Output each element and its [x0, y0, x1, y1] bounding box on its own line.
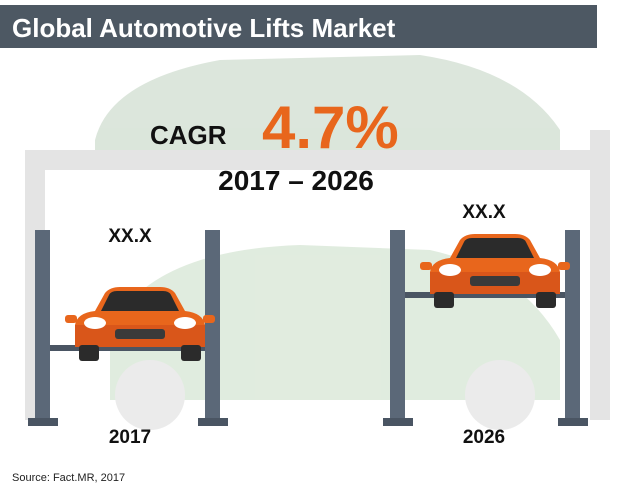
cagr-label: CAGR	[150, 120, 227, 150]
lift-2017	[28, 230, 228, 426]
header-bar	[0, 5, 597, 48]
cagr-period: 2017 – 2026	[218, 165, 374, 196]
lift-2026	[383, 230, 588, 426]
background-art	[25, 55, 610, 430]
source: Source: Fact.MR, 2017	[12, 472, 125, 484]
lift-year: 2017	[109, 427, 151, 448]
lift-value: XX.X	[108, 226, 152, 247]
lift-year: 2026	[463, 427, 505, 448]
title: Global Automotive Lifts Market	[12, 13, 396, 43]
lift-value: XX.X	[462, 202, 506, 223]
cagr-value: 4.7%	[262, 94, 399, 161]
